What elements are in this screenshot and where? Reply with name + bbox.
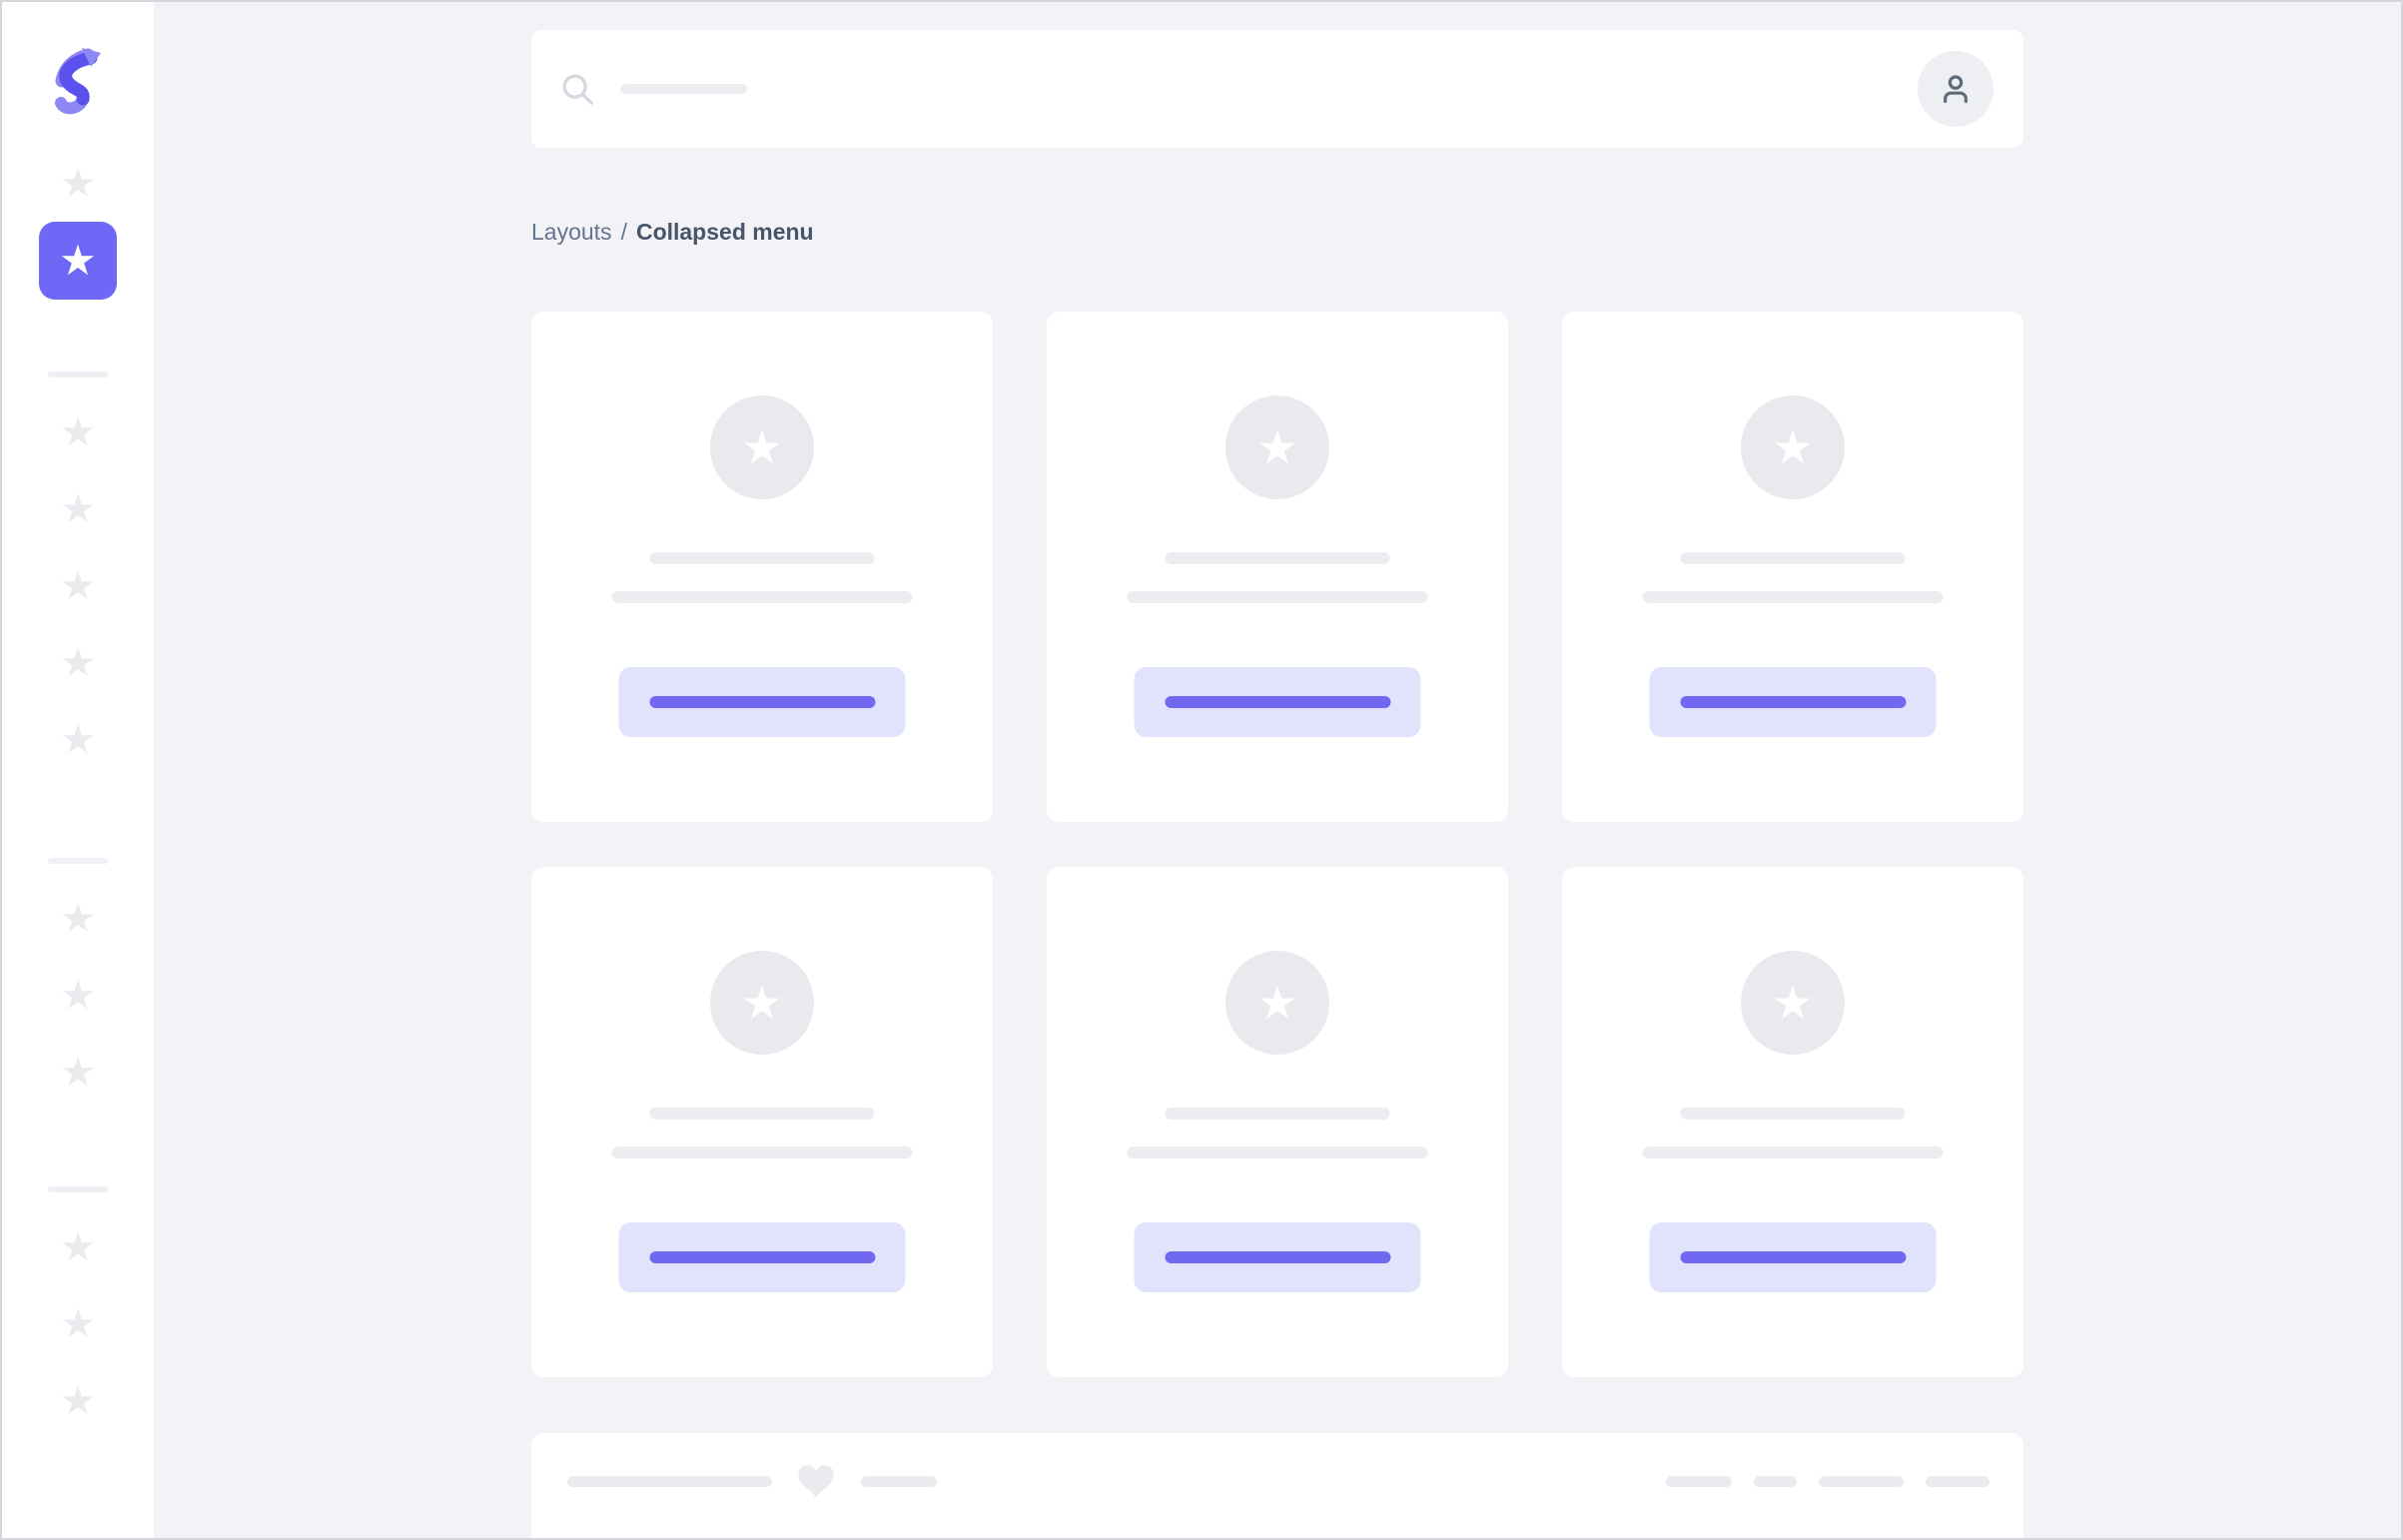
card-avatar-circle: ★ [710, 951, 814, 1055]
placeholder-card: ★ [1047, 867, 1508, 1377]
sidebar-item-star[interactable]: ★ [56, 1302, 100, 1346]
search-placeholder-line [620, 84, 747, 94]
cards-grid: ★ ★ [531, 312, 2023, 1377]
sidebar-group: ★ ★ ★ [56, 1192, 100, 1423]
card-avatar-circle: ★ [1741, 951, 1845, 1055]
card-title-placeholder-line [649, 1108, 875, 1120]
star-icon: ★ [1256, 421, 1298, 473]
sidebar-divider [48, 1186, 108, 1192]
star-icon: ★ [60, 487, 96, 531]
sidebar-divider [48, 858, 108, 864]
card-subtitle-placeholder-line [1642, 591, 1944, 603]
card-title-placeholder-line [1165, 552, 1390, 564]
card-subtitle-placeholder-line [611, 591, 913, 603]
button-label-placeholder-line [1165, 1251, 1390, 1263]
main-area: Layouts / Collapsed menu ★ [154, 30, 2401, 1538]
star-icon: ★ [1772, 421, 1814, 473]
star-icon: ★ [60, 410, 96, 454]
button-label-placeholder-line [1680, 1251, 1906, 1263]
star-icon: ★ [59, 237, 97, 284]
button-label-placeholder-line [1680, 696, 1906, 708]
star-icon: ★ [60, 1379, 96, 1423]
star-icon: ★ [1256, 977, 1298, 1029]
footer-pill [1754, 1475, 1797, 1487]
card-action-button[interactable] [1134, 667, 1421, 737]
card-action-button[interactable] [1649, 667, 1937, 737]
star-icon: ★ [60, 162, 96, 206]
star-icon: ★ [60, 564, 96, 608]
sidebar-group: ★ ★ ★ ★ ★ [56, 378, 100, 762]
breadcrumb-parent-link[interactable]: Layouts [531, 219, 612, 245]
breadcrumb-current: Collapsed menu [635, 219, 814, 245]
star-icon: ★ [60, 641, 96, 685]
star-icon: ★ [60, 897, 96, 941]
button-label-placeholder-line [1165, 696, 1390, 708]
s-arrow-logo-icon [55, 48, 101, 115]
sidebar-item-star[interactable]: ★ [56, 1225, 100, 1269]
sidebar-item-star[interactable]: ★ [56, 1051, 100, 1095]
card-subtitle-placeholder-line [1127, 591, 1428, 603]
button-label-placeholder-line [649, 1251, 875, 1263]
sidebar-item-star-active[interactable]: ★ [39, 222, 117, 300]
content-column: Layouts / Collapsed menu ★ [531, 30, 2023, 1538]
card-action-button[interactable] [618, 667, 906, 737]
card-avatar-circle: ★ [1225, 951, 1329, 1055]
sidebar-item-star[interactable]: ★ [56, 162, 100, 206]
footer-pill [1926, 1475, 1990, 1487]
footer-placeholder-line [861, 1475, 937, 1487]
heart-icon [798, 1464, 834, 1498]
placeholder-card: ★ [1047, 312, 1508, 822]
sidebar-item-star[interactable]: ★ [56, 410, 100, 454]
star-icon: ★ [60, 1302, 96, 1346]
sidebar-divider [48, 372, 108, 378]
footer-placeholder-line [567, 1475, 772, 1487]
star-icon: ★ [1772, 977, 1814, 1029]
sidebar-group: ★ ★ ★ [56, 864, 100, 1095]
star-icon: ★ [60, 974, 96, 1018]
placeholder-card: ★ [531, 312, 993, 822]
card-avatar-circle: ★ [710, 395, 814, 499]
user-icon [1944, 75, 1968, 104]
sidebar-item-star[interactable]: ★ [56, 641, 100, 685]
user-avatar-button[interactable] [1918, 51, 1994, 127]
sidebar-item-star[interactable]: ★ [56, 487, 100, 531]
search-icon [562, 74, 593, 105]
breadcrumb-separator: / [620, 219, 627, 245]
card-title-placeholder-line [649, 552, 875, 564]
placeholder-card: ★ [531, 867, 993, 1377]
sidebar-item-star[interactable]: ★ [56, 1379, 100, 1423]
star-icon: ★ [60, 1051, 96, 1095]
footer-bar [531, 1433, 2023, 1538]
footer-pill [1819, 1475, 1904, 1487]
sidebar-item-star[interactable]: ★ [56, 564, 100, 608]
card-action-button[interactable] [1134, 1222, 1421, 1292]
footer-row [567, 1464, 1990, 1498]
card-subtitle-placeholder-line [611, 1147, 913, 1158]
button-label-placeholder-line [649, 696, 875, 708]
card-avatar-circle: ★ [1225, 395, 1329, 499]
star-icon: ★ [741, 421, 783, 473]
card-title-placeholder-line [1680, 552, 1906, 564]
card-subtitle-placeholder-line [1642, 1147, 1944, 1158]
placeholder-card: ★ [1562, 867, 2023, 1377]
placeholder-card: ★ [1562, 312, 2023, 822]
star-icon: ★ [60, 1225, 96, 1269]
card-subtitle-placeholder-line [1127, 1147, 1428, 1158]
card-avatar-circle: ★ [1741, 395, 1845, 499]
star-icon: ★ [60, 718, 96, 762]
footer-pill [1666, 1475, 1732, 1487]
sidebar-item-star[interactable]: ★ [56, 897, 100, 941]
search-bar[interactable] [531, 30, 2023, 148]
card-action-button[interactable] [1649, 1222, 1937, 1292]
star-icon: ★ [741, 977, 783, 1029]
sidebar-item-star[interactable]: ★ [56, 974, 100, 1018]
card-title-placeholder-line [1680, 1108, 1906, 1120]
sidebar: ★ ★ ★ ★ ★ ★ [2, 2, 154, 1538]
app-logo[interactable] [52, 46, 104, 116]
card-action-button[interactable] [618, 1222, 906, 1292]
sidebar-item-star[interactable]: ★ [56, 718, 100, 762]
card-title-placeholder-line [1165, 1108, 1390, 1120]
breadcrumb: Layouts / Collapsed menu [531, 218, 2023, 246]
